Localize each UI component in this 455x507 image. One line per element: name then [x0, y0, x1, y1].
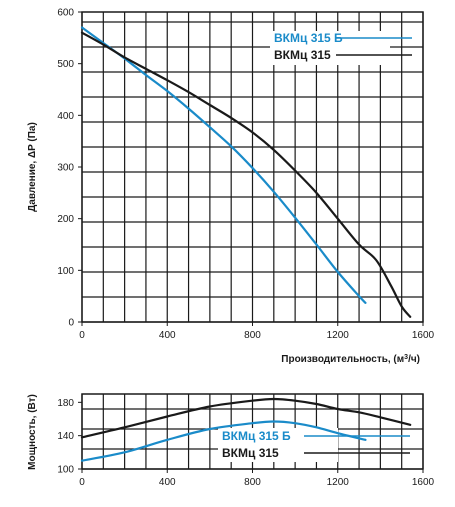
x-tick-label: 1600: [412, 477, 435, 488]
y-tick-label: 0: [68, 318, 74, 329]
x-tick-label: 400: [159, 330, 176, 341]
legend-label: ВКМц 315 Б: [222, 429, 291, 443]
series-line-vkmts-315-b: [80, 420, 367, 462]
x-axis-title: Производительность, (м3/ч): [281, 354, 420, 366]
series-line-vkmts-315: [80, 397, 412, 439]
series-line-vkmts-315-b: [80, 26, 367, 304]
y-axis-title: Мощность, (Вт): [27, 394, 38, 470]
x-tick-label: 1200: [327, 330, 350, 341]
x-tick-label: 1600: [412, 330, 435, 341]
y-tick-label: 100: [57, 465, 74, 476]
y-tick-label: 200: [57, 214, 74, 225]
x-tick-label: 0: [79, 330, 85, 341]
x-tick-label: 400: [159, 477, 176, 488]
y-axis-title: Давление, ΔP (Па): [27, 122, 38, 212]
legend-box: [270, 31, 390, 65]
legend-label: ВКМц 315 Б: [274, 31, 343, 45]
y-tick-label: 100: [57, 266, 74, 277]
y-tick-label: 300: [57, 163, 74, 174]
x-tick-label: 800: [244, 330, 261, 341]
x-tick-label: 0: [79, 477, 85, 488]
y-tick-label: 500: [57, 59, 74, 70]
x-tick-label: 1200: [327, 477, 350, 488]
y-tick-label: 400: [57, 111, 74, 122]
y-tick-label: 600: [57, 8, 74, 19]
y-tick-label: 140: [57, 431, 74, 442]
legend-label: ВКМц 315: [274, 48, 331, 62]
legend-label: ВКМц 315: [222, 446, 279, 460]
pressure-chart-panel: 0 400 800 1200 1600 0 100 200 300 400 500 600 Давлен…: [27, 8, 435, 366]
x-tick-label: 800: [244, 477, 261, 488]
series-line-vkmts-315: [80, 31, 412, 318]
legend-box: [218, 428, 338, 462]
power-chart-panel: 0 400 800 1200 1600 100 140 180 Мощность, (Вт) ВК…: [27, 393, 435, 488]
y-tick-label: 180: [57, 398, 74, 409]
